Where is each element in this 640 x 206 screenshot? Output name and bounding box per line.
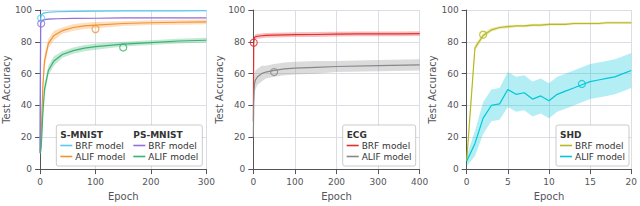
svg-text:S-MNIST: S-MNIST [60,130,104,140]
svg-text:15: 15 [584,177,595,187]
svg-text:5: 5 [505,177,511,187]
svg-text:Test Accuracy: Test Accuracy [427,55,438,125]
svg-text:100: 100 [286,177,303,187]
svg-text:100: 100 [228,5,245,15]
svg-text:80: 80 [21,37,33,47]
svg-text:BRF model: BRF model [362,141,411,151]
svg-text:ALIF model: ALIF model [575,152,625,162]
svg-text:ALIF model: ALIF model [75,152,125,162]
svg-text:40: 40 [234,100,246,110]
svg-text:SHD: SHD [560,130,582,140]
svg-text:Epoch: Epoch [321,191,352,202]
svg-text:0: 0 [453,164,459,174]
svg-text:Epoch: Epoch [534,191,565,202]
svg-text:10: 10 [543,177,555,187]
svg-text:ALIF model: ALIF model [362,152,412,162]
svg-text:BRF model: BRF model [148,141,197,151]
svg-text:20: 20 [234,132,246,142]
svg-text:20: 20 [626,177,638,187]
svg-text:60: 60 [21,69,33,79]
svg-text:0: 0 [250,177,256,187]
svg-text:20: 20 [21,132,33,142]
svg-text:BRF model: BRF model [575,141,624,151]
svg-text:PS-MNIST: PS-MNIST [133,130,183,140]
svg-text:100: 100 [441,5,458,15]
svg-text:400: 400 [411,177,428,187]
svg-text:0: 0 [26,164,32,174]
svg-text:Test Accuracy: Test Accuracy [1,55,12,125]
svg-text:0: 0 [37,177,43,187]
svg-text:100: 100 [87,177,104,187]
svg-text:ALIF model: ALIF model [148,152,198,162]
svg-text:BRF model: BRF model [75,141,124,151]
svg-text:0: 0 [464,177,470,187]
svg-text:80: 80 [447,37,459,47]
svg-text:40: 40 [447,100,459,110]
svg-text:Epoch: Epoch [108,191,139,202]
svg-text:0: 0 [240,164,246,174]
svg-text:300: 300 [198,177,215,187]
svg-text:40: 40 [21,100,33,110]
svg-text:200: 200 [328,177,345,187]
svg-text:20: 20 [447,132,459,142]
svg-text:200: 200 [142,177,159,187]
svg-text:Test Accuracy: Test Accuracy [214,55,225,125]
svg-text:100: 100 [15,5,32,15]
svg-text:60: 60 [447,69,459,79]
svg-text:ECG: ECG [347,130,367,140]
svg-text:300: 300 [369,177,386,187]
svg-text:60: 60 [234,69,246,79]
svg-text:80: 80 [234,37,246,47]
